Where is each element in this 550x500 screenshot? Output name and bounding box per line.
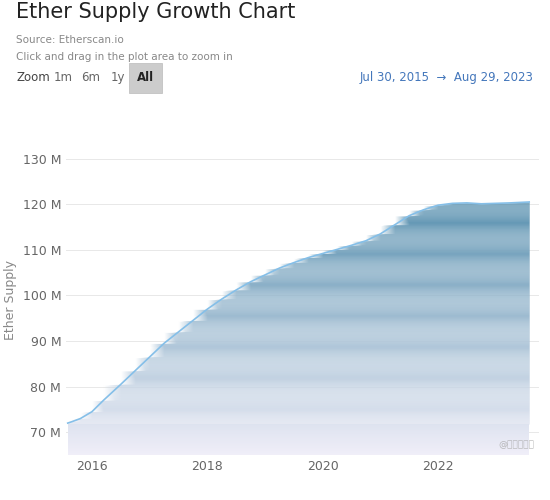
- Text: Zoom: Zoom: [16, 71, 50, 84]
- Text: Jul 30, 2015  →  Aug 29, 2023: Jul 30, 2015 → Aug 29, 2023: [360, 71, 534, 84]
- Text: @刘敌爱投资: @刘敌爱投资: [498, 440, 534, 449]
- Text: All: All: [137, 71, 155, 84]
- Text: Click and drag in the plot area to zoom in: Click and drag in the plot area to zoom …: [16, 52, 233, 62]
- Text: Source: Etherscan.io: Source: Etherscan.io: [16, 35, 124, 45]
- Y-axis label: Ether Supply: Ether Supply: [4, 260, 17, 340]
- Text: Ether Supply Growth Chart: Ether Supply Growth Chart: [16, 2, 296, 22]
- Text: 1m: 1m: [54, 71, 73, 84]
- Text: 6m: 6m: [81, 71, 100, 84]
- Text: 1y: 1y: [111, 71, 125, 84]
